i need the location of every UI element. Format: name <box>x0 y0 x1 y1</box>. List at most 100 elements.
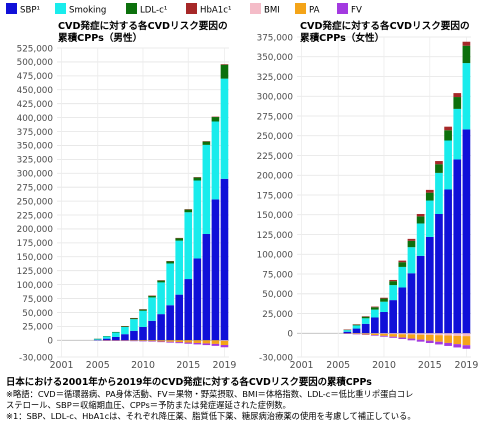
women-bar-smoking-2010 <box>380 301 388 312</box>
women-bar-bmi-2019 <box>462 333 471 337</box>
women-bar-pa-2007 <box>352 333 361 334</box>
women-ytick-label: 25,000 <box>262 310 293 320</box>
men-ytick-label: 50,000 <box>22 309 53 319</box>
men-bar-ldl-2019 <box>220 64 229 79</box>
men-bar-ldl-2013 <box>166 261 174 264</box>
men-bar-ldl-2018 <box>211 117 220 122</box>
women-bar-ldl-2015 <box>425 192 434 201</box>
men-bar-fv-2014 <box>175 342 184 344</box>
legend-swatch-ldl <box>126 3 137 14</box>
legend-label-smoking: Smoking <box>69 6 106 16</box>
caption-note-2: ステロール、SBP＝収縮期血圧、CPPs＝予防または発症遅延された症例数。 <box>6 400 291 410</box>
women-bar-sbp-2010 <box>380 311 388 334</box>
women-bar-sbp-2007 <box>352 328 361 334</box>
men-bar-sbp-2007 <box>112 336 120 341</box>
women-bar-pa-2015 <box>425 334 434 341</box>
men-ytick-label: 425,000 <box>17 100 54 110</box>
men-xtick-label: 2019 <box>213 360 237 370</box>
legend-swatch-smoking <box>55 3 66 14</box>
men-bar-smoking-2008 <box>121 326 129 335</box>
women-bar-bmi-2011 <box>389 333 398 335</box>
men-ytick-label: 275,000 <box>17 183 54 193</box>
women-bar-ldl-2019 <box>462 45 471 64</box>
women-xtick-label: 2019 <box>454 360 478 370</box>
chart-men-title: CVD発症に対する各CVDリスク要因の 累積CPPs（男性） <box>58 21 228 44</box>
men-bar-ldl-2016 <box>193 177 202 181</box>
women-bar-sbp-2014 <box>416 255 425 334</box>
legend-swatch-pa <box>295 3 306 14</box>
women-bar-pa-2008 <box>361 333 370 335</box>
women-bar-hba1c-2010 <box>380 297 388 299</box>
chart-men-title-line-1: CVD発症に対する各CVDリスク要因の <box>58 21 228 32</box>
legend-label-hba1c: HbA1c¹ <box>200 6 231 16</box>
men-bar-sbp-2008 <box>121 334 129 341</box>
women-bar-ldl-2013 <box>407 240 416 248</box>
men-bar-pa-2010 <box>139 340 147 341</box>
chart-women-title-line-2: 累積CPPs（女性） <box>300 32 385 44</box>
men-bar-ldl-2012 <box>157 280 165 283</box>
legend-swatch-fv <box>337 3 348 14</box>
men-bar-sbp-2006 <box>102 338 111 341</box>
women-ytick-label: 275,000 <box>257 112 294 122</box>
women-bar-pa-2014 <box>416 334 425 340</box>
women-bar-smoking-2009 <box>370 309 379 318</box>
men-ytick-label: 375,000 <box>17 128 54 138</box>
legend-label-bmi: BMI <box>264 6 280 16</box>
women-bar-ldl-2017 <box>444 130 452 141</box>
women-bar-ldl-2012 <box>398 262 407 267</box>
men-bar-smoking-2012 <box>157 282 165 315</box>
chart-women-title: CVD発症に対する各CVDリスク要因の 累積CPPs（女性） <box>300 21 470 44</box>
legend-item-ldl: LDL-c¹ <box>126 3 167 16</box>
men-bar-sbp-2010 <box>139 326 147 341</box>
men-ytick-label: 325,000 <box>17 156 54 166</box>
men-ytick-label: 400,000 <box>17 114 54 124</box>
men-bar-pa-2012 <box>157 340 165 342</box>
men-ytick-label: 150,000 <box>17 253 54 263</box>
women-bar-ldl-2018 <box>453 97 462 109</box>
women-bar-pa-2019 <box>462 336 471 346</box>
legend-label-pa: PA <box>309 6 320 16</box>
men-bar-sbp-2012 <box>157 314 165 341</box>
women-bar-smoking-2016 <box>435 172 443 214</box>
women-bar-sbp-2018 <box>453 159 462 334</box>
women-bar-sbp-2009 <box>370 317 379 334</box>
women-ytick-label: 300,000 <box>257 93 294 103</box>
women-bar-sbp-2019 <box>462 129 471 334</box>
women-bar-ldl-2011 <box>389 281 398 286</box>
legend-item-pa: PA <box>295 3 320 16</box>
women-ytick-label: 100,000 <box>257 251 294 261</box>
women-bar-smoking-2015 <box>425 200 434 237</box>
women-bar-smoking-2018 <box>453 108 462 160</box>
men-bar-fv-2018 <box>211 343 220 346</box>
women-ytick-label: 375,000 <box>257 33 294 43</box>
men-bar-smoking-2013 <box>166 263 174 306</box>
men-bar-ldl-2015 <box>184 209 193 213</box>
women-bar-pa-2009 <box>370 333 379 336</box>
men-bar-smoking-2015 <box>184 212 193 280</box>
men-bar-sbp-2011 <box>148 320 156 341</box>
men-xtick-label: 2005 <box>86 360 110 370</box>
men-bar-sbp-2013 <box>166 305 174 341</box>
women-bar-bmi-2010 <box>380 333 388 334</box>
women-bar-fv-2016 <box>435 341 443 345</box>
men-bar-fv-2011 <box>148 341 156 342</box>
men-bar-pa-2009 <box>130 340 138 341</box>
women-bar-sbp-2017 <box>444 189 452 334</box>
men-bar-ldl-2009 <box>130 318 138 320</box>
women-bar-pa-2017 <box>444 335 452 343</box>
women-bar-sbp-2012 <box>398 287 407 334</box>
men-bar-smoking-2006 <box>102 336 111 339</box>
legend-swatch-bmi <box>250 3 261 14</box>
men-bar-pa-2017 <box>202 340 211 344</box>
women-bar-fv-2013 <box>407 338 416 341</box>
women-bar-hba1c-2011 <box>389 279 398 282</box>
men-bar-smoking-2014 <box>175 240 184 295</box>
women-bar-ldl-2007 <box>352 324 361 326</box>
women-bar-hba1c-2017 <box>444 126 452 131</box>
men-ytick-label: 475,000 <box>17 72 54 82</box>
women-bar-sbp-2011 <box>389 300 398 334</box>
women-ytick-label: 250,000 <box>257 132 294 142</box>
men-bar-pa-2016 <box>193 340 202 343</box>
women-ytick-label: 225,000 <box>257 152 294 162</box>
women-ytick-label: 350,000 <box>257 53 294 63</box>
